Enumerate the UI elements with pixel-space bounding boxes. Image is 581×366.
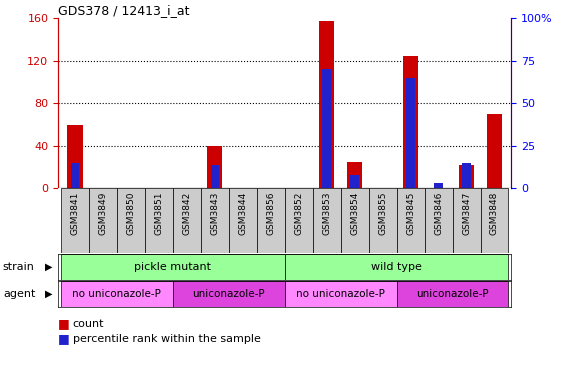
Bar xyxy=(201,188,229,253)
Bar xyxy=(435,183,443,188)
Text: GSM3849: GSM3849 xyxy=(98,192,107,235)
Text: GSM3844: GSM3844 xyxy=(238,192,248,235)
Bar xyxy=(61,254,285,280)
Bar xyxy=(350,175,359,188)
Text: GSM3855: GSM3855 xyxy=(378,192,387,235)
Bar xyxy=(285,188,313,253)
Bar xyxy=(61,281,173,307)
Bar xyxy=(207,146,223,188)
Text: GSM3848: GSM3848 xyxy=(490,192,499,235)
Text: no uniconazole-P: no uniconazole-P xyxy=(73,289,162,299)
Text: GSM3845: GSM3845 xyxy=(406,192,415,235)
Bar xyxy=(453,188,480,253)
Bar xyxy=(480,188,508,253)
Bar xyxy=(347,162,363,188)
Bar xyxy=(340,188,368,253)
Text: GSM3853: GSM3853 xyxy=(322,192,331,235)
Text: GSM3851: GSM3851 xyxy=(155,192,163,235)
Bar xyxy=(397,188,425,253)
Text: wild type: wild type xyxy=(371,262,422,272)
Text: GSM3846: GSM3846 xyxy=(434,192,443,235)
Text: ■: ■ xyxy=(58,332,70,345)
Text: GDS378 / 12413_i_at: GDS378 / 12413_i_at xyxy=(58,4,189,17)
Bar xyxy=(229,188,257,253)
Text: pickle mutant: pickle mutant xyxy=(134,262,211,272)
Bar xyxy=(173,281,285,307)
Text: GSM3852: GSM3852 xyxy=(294,192,303,235)
Text: uniconazole-P: uniconazole-P xyxy=(416,289,489,299)
Bar xyxy=(210,165,219,188)
Bar xyxy=(425,188,453,253)
Bar xyxy=(462,163,471,188)
Bar xyxy=(61,188,89,253)
Text: no uniconazole-P: no uniconazole-P xyxy=(296,289,385,299)
Bar xyxy=(403,56,418,188)
Text: GSM3841: GSM3841 xyxy=(70,192,80,235)
Bar xyxy=(319,22,334,188)
Bar xyxy=(117,188,145,253)
Bar xyxy=(459,165,474,188)
Bar xyxy=(257,188,285,253)
Bar xyxy=(285,254,508,280)
Bar xyxy=(487,114,502,188)
Text: uniconazole-P: uniconazole-P xyxy=(192,289,265,299)
Text: percentile rank within the sample: percentile rank within the sample xyxy=(73,333,260,344)
Text: GSM3842: GSM3842 xyxy=(182,192,191,235)
Bar xyxy=(368,188,397,253)
Bar xyxy=(89,188,117,253)
Text: ▶: ▶ xyxy=(45,262,53,272)
Bar xyxy=(285,281,397,307)
Bar xyxy=(71,163,79,188)
Text: ■: ■ xyxy=(58,317,70,330)
Bar xyxy=(173,188,201,253)
Bar xyxy=(313,188,340,253)
Text: GSM3843: GSM3843 xyxy=(210,192,219,235)
Text: GSM3847: GSM3847 xyxy=(462,192,471,235)
Text: GSM3854: GSM3854 xyxy=(350,192,359,235)
Bar xyxy=(322,69,331,188)
Bar xyxy=(406,78,415,188)
Bar xyxy=(67,125,83,188)
Text: ▶: ▶ xyxy=(45,289,53,299)
Text: agent: agent xyxy=(3,289,35,299)
Text: GSM3856: GSM3856 xyxy=(266,192,275,235)
Text: GSM3850: GSM3850 xyxy=(126,192,135,235)
Bar xyxy=(397,281,508,307)
Text: strain: strain xyxy=(3,262,35,272)
Text: count: count xyxy=(73,319,104,329)
Bar xyxy=(145,188,173,253)
